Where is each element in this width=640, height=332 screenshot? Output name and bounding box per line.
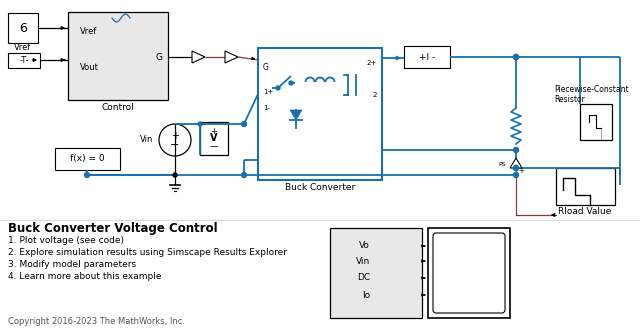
Circle shape [513, 165, 518, 171]
Text: +: + [518, 168, 524, 174]
Circle shape [513, 54, 518, 59]
Bar [330, 228, 422, 318]
Text: 6: 6 [19, 22, 27, 35]
Text: 2. Explore simulation results using Simscape Results Explorer: 2. Explore simulation results using Sims… [8, 248, 287, 257]
Text: Piecewise-Constant: Piecewise-Constant [554, 86, 628, 95]
Text: G: G [155, 52, 162, 61]
Polygon shape [225, 51, 238, 63]
Text: +: + [171, 131, 179, 141]
Text: +: + [211, 126, 218, 135]
Polygon shape [510, 158, 522, 168]
Text: 2+: 2+ [367, 60, 377, 66]
Text: Control: Control [102, 104, 134, 113]
Text: DC: DC [357, 274, 370, 283]
Text: Vout: Vout [80, 62, 99, 71]
Text: 2: 2 [372, 92, 377, 98]
Text: Buck Converter: Buck Converter [285, 184, 355, 193]
Bar [556, 168, 615, 205]
Bar [428, 228, 510, 318]
Circle shape [513, 54, 518, 59]
Circle shape [198, 122, 202, 126]
Text: —: — [210, 142, 218, 151]
Bar [200, 122, 228, 155]
Circle shape [513, 147, 518, 152]
Circle shape [173, 173, 177, 177]
Bar [55, 148, 120, 170]
Text: −: − [170, 140, 180, 150]
Text: -T-: -T- [19, 56, 29, 65]
Text: 4. Learn more about this example: 4. Learn more about this example [8, 272, 161, 281]
Bar [8, 13, 38, 43]
Text: +I -: +I - [419, 52, 435, 61]
Text: Copyright 2016-2023 The MathWorks, Inc.: Copyright 2016-2023 The MathWorks, Inc. [8, 317, 185, 326]
Text: 1+: 1+ [263, 89, 273, 95]
Bar [580, 104, 612, 140]
Text: 1-: 1- [263, 105, 270, 111]
Text: V: V [211, 133, 218, 143]
Circle shape [276, 86, 280, 90]
Text: 3. Modify model parameters: 3. Modify model parameters [8, 260, 136, 269]
Circle shape [84, 173, 90, 178]
Text: Rload Value: Rload Value [558, 207, 612, 215]
Text: G: G [263, 62, 269, 71]
Text: Vref: Vref [80, 28, 97, 37]
Bar [68, 12, 168, 100]
Text: 1. Plot voltage (see code): 1. Plot voltage (see code) [8, 236, 124, 245]
Text: Vo: Vo [359, 241, 370, 251]
Text: Vref: Vref [14, 43, 32, 52]
Circle shape [513, 173, 518, 178]
Circle shape [241, 173, 246, 178]
Polygon shape [192, 51, 205, 63]
Polygon shape [290, 110, 302, 120]
FancyBboxPatch shape [433, 233, 505, 313]
Circle shape [513, 165, 518, 171]
Text: Buck Converter Voltage Control: Buck Converter Voltage Control [8, 222, 218, 235]
Bar [258, 48, 382, 180]
Circle shape [241, 122, 246, 126]
Circle shape [159, 124, 191, 156]
Text: Io: Io [362, 290, 370, 299]
Text: f(x) = 0: f(x) = 0 [70, 154, 105, 163]
Text: Vin: Vin [140, 135, 153, 144]
Bar [404, 46, 450, 68]
Bar [8, 53, 40, 68]
Text: PS: PS [499, 161, 506, 167]
Circle shape [289, 81, 293, 85]
Text: Resistor: Resistor [554, 95, 585, 104]
Text: Vin: Vin [356, 257, 370, 266]
